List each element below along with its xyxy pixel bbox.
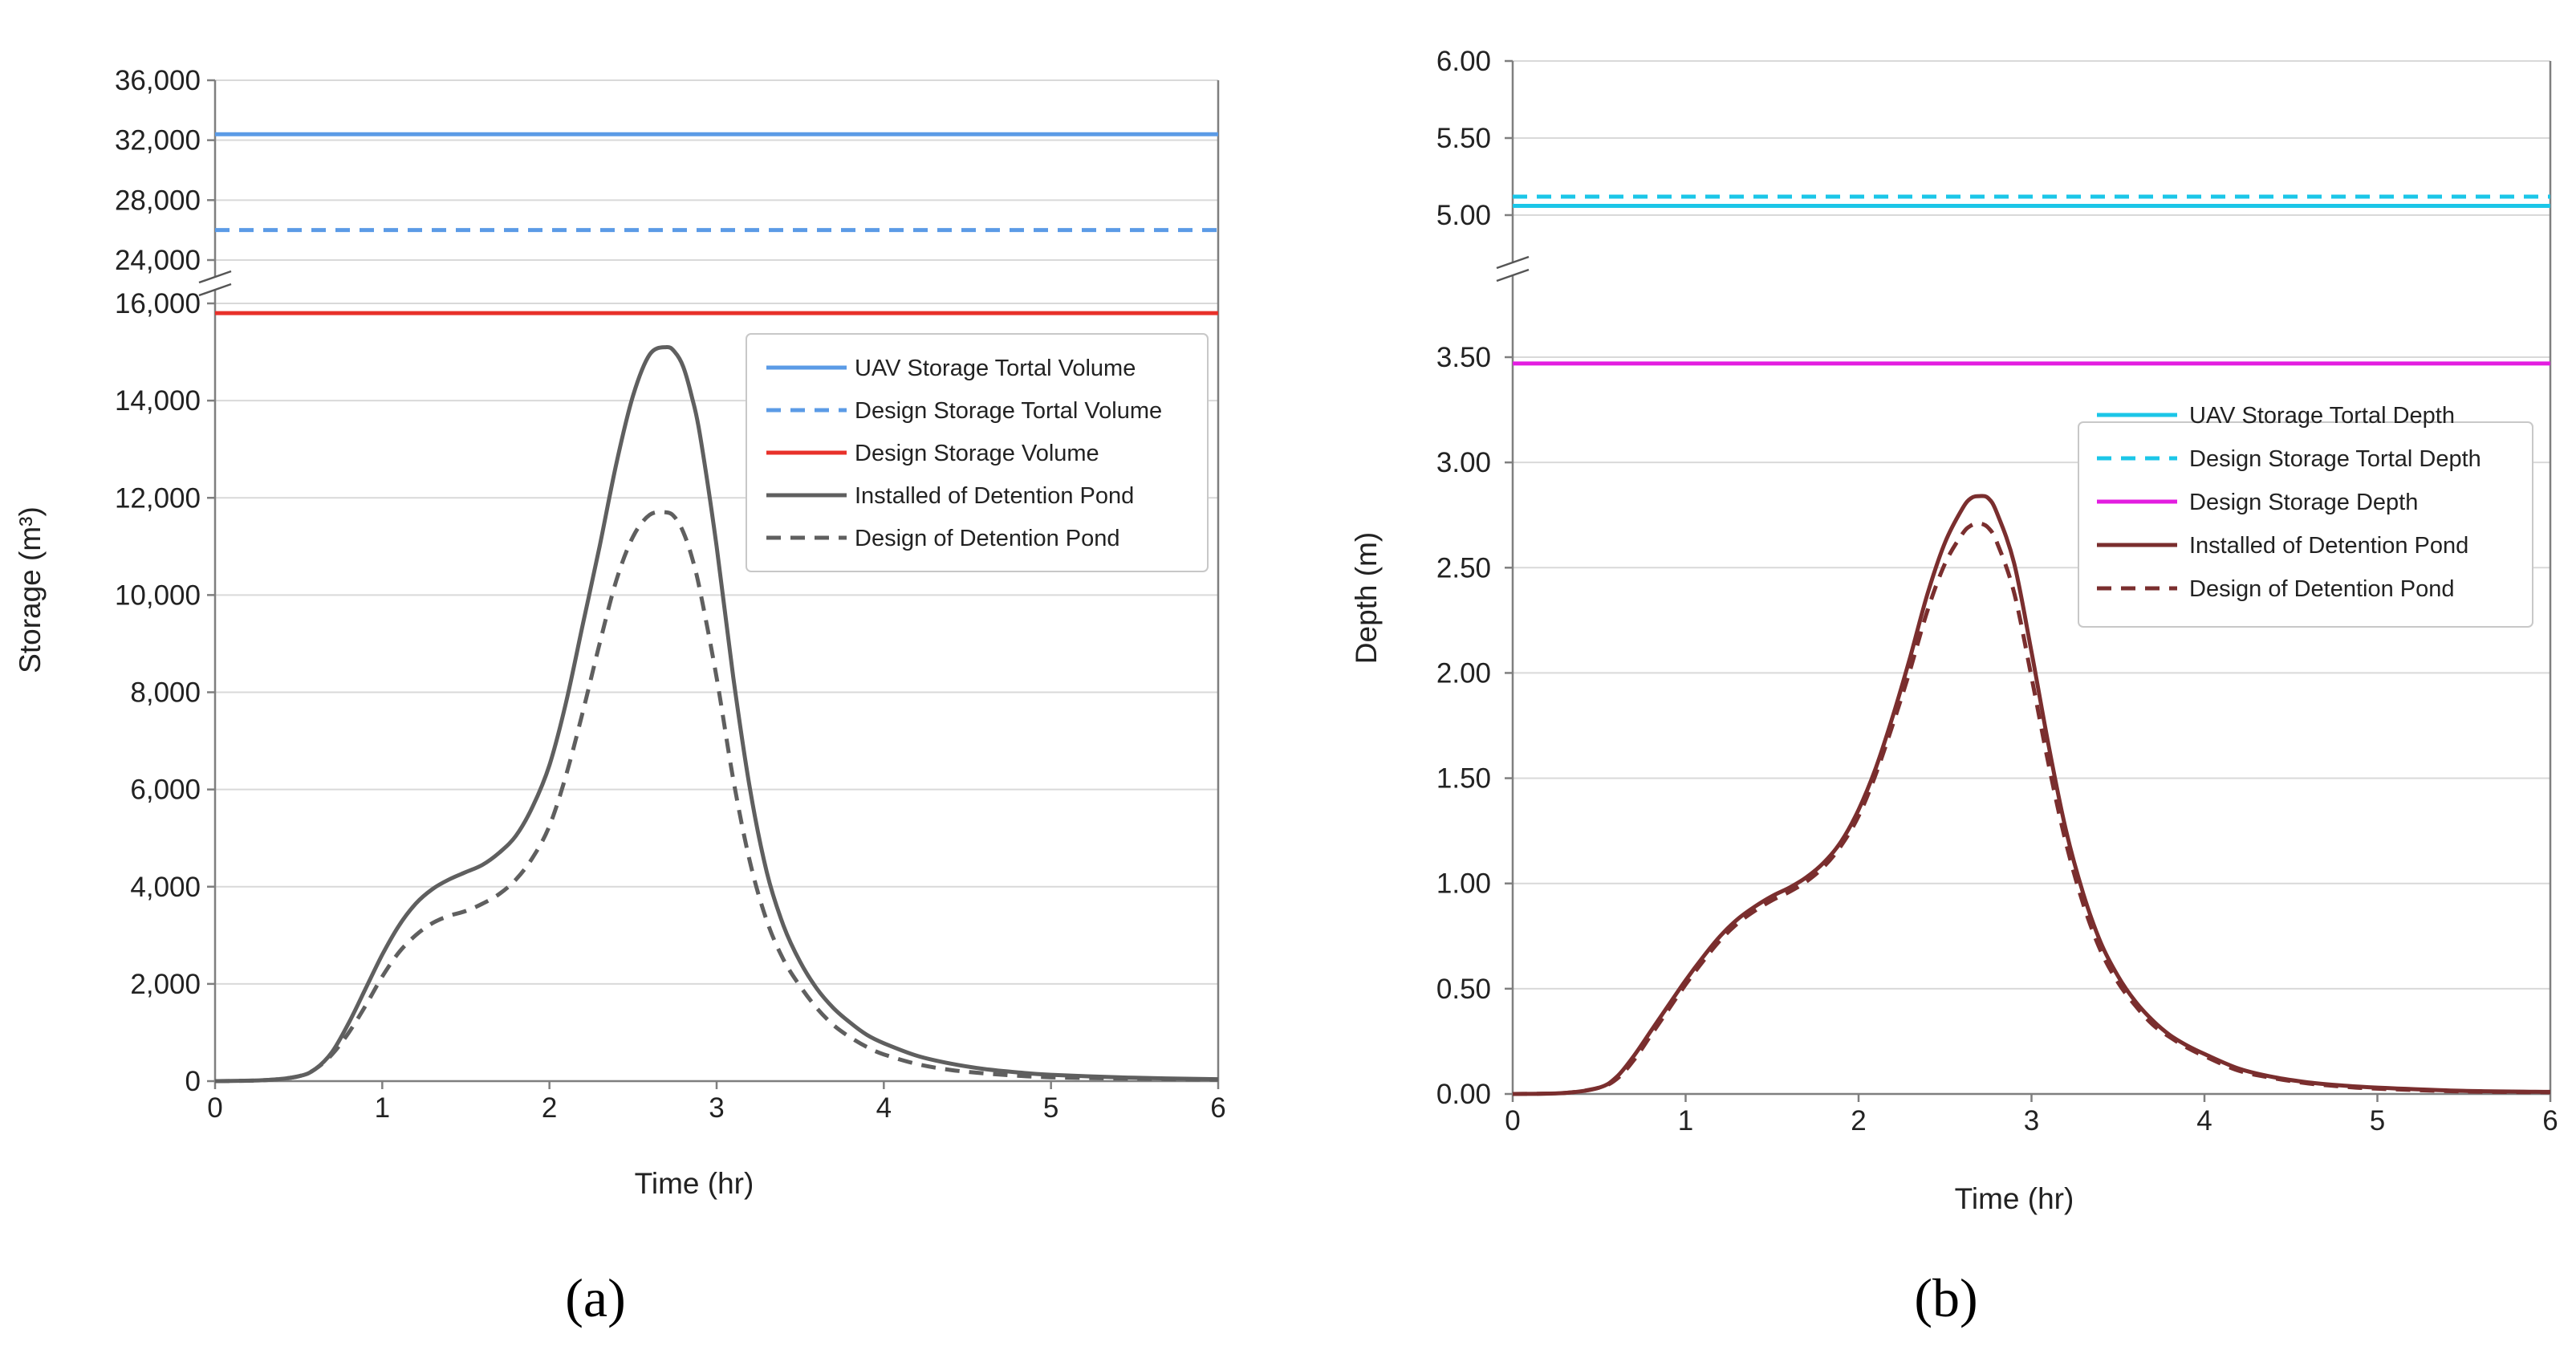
panel-b-legend-label: Design Storage Tortal Depth [2189,446,2481,472]
panel-a-x-tick-label: 0 [207,1092,222,1124]
panel-a-legend: UAV Storage Tortal Volume Design Storage … [746,333,1209,572]
panel-b-y-tick-label: 1.50 [1436,763,1491,795]
panel-a-y-tick-label: 24,000 [115,245,201,276]
panel-a-x-tick-label: 2 [542,1092,557,1124]
panel-a-legend-label: Design of Detention Pond [855,526,1120,551]
panel-b-axis-break-gap [1495,262,1530,276]
panel-b-x-axis-title: Time (hr) [1955,1182,2074,1215]
panel-b-x-tick-label: 2 [1851,1105,1866,1137]
panel-b-y-tick-label: 5.00 [1436,200,1491,231]
panel-a-axis-break-gap [197,276,233,291]
panel-a-x-axis-title: Time (hr) [635,1167,754,1200]
panel-b-depth-chart: Time (hr) Depth (m) (b) 0.00 0.50 1.00 1.50… [1350,46,2558,1328]
panel-b-series-design-of-detention-pond [1512,521,2551,1096]
panel-a-y-tick-label: 2,000 [130,969,201,1000]
panel-a-series-installed-of-detention-pond [214,344,1219,1084]
panel-b-legend: UAV Storage Tortal Depth Design Storage T… [2078,403,2533,628]
panel-b-legend-box [2078,421,2533,628]
panel-b-legend-label: Installed of Detention Pond [2189,533,2468,559]
panel-a-legend-label: UAV Storage Tortal Volume [855,356,1136,381]
panel-a-x-tick-label: 1 [375,1092,390,1124]
panel-b-y-tick-label: 6.00 [1436,46,1491,77]
panel-a-y-tick-label: 12,000 [115,482,201,514]
panel-a-y-tick-label: 16,000 [115,288,201,319]
panel-a-x-tick-label: 4 [876,1092,892,1124]
panel-b-y-tick-label: 3.50 [1436,342,1491,373]
panel-b-y-tick-label: 1.00 [1436,868,1491,900]
panel-a-axis-break-mark [198,283,232,297]
panel-b-y-tick-label: 0.00 [1436,1079,1491,1110]
panel-a-y-tick-label: 32,000 [115,125,201,157]
panel-b-y-axis-title: Depth (m) [1350,532,1383,664]
panel-b-axis-break-mark [1496,268,1530,283]
panel-b-legend-label: Design Storage Depth [2189,490,2418,515]
panel-a-y-tick-label: 28,000 [115,185,201,216]
panel-a-y-tick-label: 0 [185,1066,201,1097]
panel-a-y-tick-label: 14,000 [115,385,201,417]
panel-b-x-tick-label: 1 [1678,1105,1693,1137]
panel-a-y-tick-label: 6,000 [130,775,201,806]
panel-a-label: (a) [565,1267,625,1328]
panel-b-y-tick-label: 2.50 [1436,552,1491,584]
panel-a-legend-label: Design Storage Volume [855,441,1099,466]
panel-b-y-tick-label: 0.50 [1436,974,1491,1005]
panel-b-legend-label: Design of Detention Pond [2189,576,2455,602]
panel-a-y-tick-label: 8,000 [130,677,201,709]
panel-a-y-tick-label: 36,000 [115,65,201,96]
panel-a-legend-label: Installed of Detention Pond [855,483,1134,509]
panel-a-legend-box [746,333,1209,572]
panel-a-axis-break-mark [198,270,232,284]
panel-a-y-axis-title: Storage (m³) [14,506,47,673]
panel-a-x-tick-label: 6 [1210,1092,1225,1124]
panel-b-x-tick-label: 6 [2542,1105,2558,1137]
panel-b-x-tick-label: 3 [2024,1105,2039,1137]
panel-a-storage-chart: Time (hr) Storage (m³) (a) 0 2,000 4,000 6,… [14,65,1226,1328]
panel-a-series-design-of-detention-pond [214,510,1219,1084]
panel-b-legend-label: UAV Storage Tortal Depth [2189,403,2455,429]
panel-a-x-tick-label: 5 [1043,1092,1058,1124]
panel-b-x-tick-label: 0 [1505,1105,1520,1137]
panel-a-legend-label: Design Storage Tortal Volume [855,398,1162,424]
panel-a-y-tick-label: 4,000 [130,872,201,903]
panel-b-label: (b) [1914,1267,1977,1328]
panel-b-y-tick-label: 3.00 [1436,447,1491,478]
panel-b-axis-break-mark [1496,255,1530,270]
panel-b-x-tick-label: 4 [2196,1105,2212,1137]
panel-a-x-tick-label: 3 [709,1092,724,1124]
panel-b-x-tick-label: 5 [2370,1105,2385,1137]
panel-b-y-tick-label: 2.00 [1436,657,1491,689]
panel-b-y-tick-label: 5.50 [1436,123,1491,154]
panel-a-y-tick-label: 10,000 [115,579,201,611]
